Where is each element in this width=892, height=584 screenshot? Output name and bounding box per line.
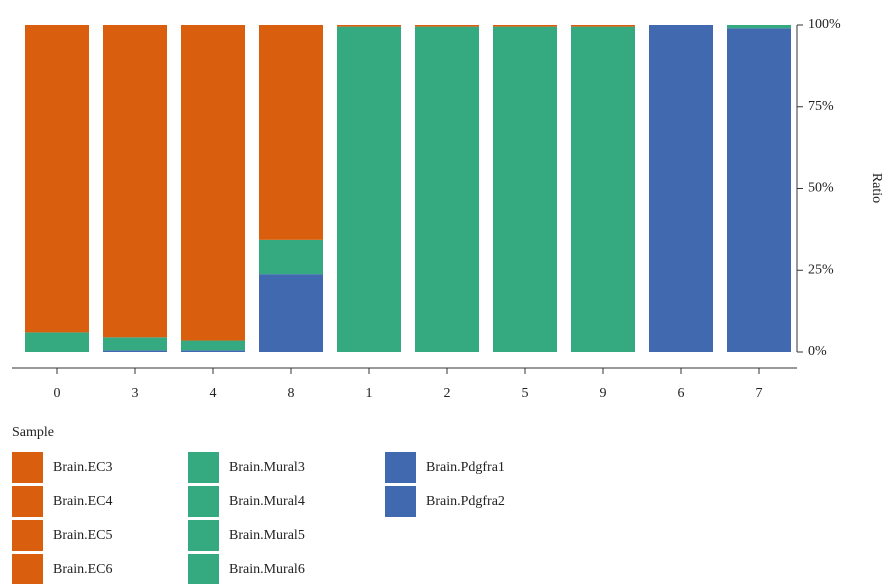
bar-segment: [415, 25, 479, 27]
bar-segment: [259, 25, 323, 240]
y-tick-label: 50%: [808, 181, 834, 196]
bar-segment: [493, 26, 557, 352]
legend-swatch: [12, 554, 43, 584]
legend-swatch: [188, 486, 219, 517]
legend-swatch: [188, 554, 219, 584]
legend-swatch: [12, 452, 43, 483]
legend-label: Brain.Mural3: [229, 460, 305, 475]
bar-segment: [181, 25, 245, 341]
legend-swatch: [12, 486, 43, 517]
bar-segment: [25, 25, 89, 333]
bar-segment: [727, 28, 791, 353]
bar-segment: [103, 350, 167, 352]
legend-swatch: [188, 520, 219, 551]
bar-segment: [337, 25, 401, 27]
legend-swatch: [12, 520, 43, 551]
bar-segment: [25, 332, 89, 352]
bar-segment: [181, 350, 245, 352]
bar-segment: [337, 26, 401, 352]
y-tick-label: 25%: [808, 262, 834, 277]
bar-segment: [493, 25, 557, 27]
y-tick-label: 100%: [808, 17, 841, 32]
legend-swatch: [188, 452, 219, 483]
bar-segment: [103, 337, 167, 351]
legend-label: Brain.Mural4: [229, 494, 305, 509]
legend-label: Brain.Mural5: [229, 528, 305, 543]
x-tick-label: 7: [756, 386, 763, 401]
bar-segment: [727, 25, 791, 29]
bar-segment: [415, 26, 479, 352]
bar-segment: [649, 25, 713, 352]
legend-label: Brain.Pdgfra2: [426, 494, 505, 509]
legend-label: Brain.Pdgfra1: [426, 460, 505, 475]
bar-segment: [571, 26, 635, 352]
legend-label: Brain.Mural6: [229, 562, 305, 577]
bar-segment: [181, 340, 245, 351]
legend-label: Brain.EC3: [53, 460, 113, 475]
bar-segment: [259, 239, 323, 275]
y-tick-label: 0%: [808, 344, 827, 359]
legend-title: Sample: [12, 425, 54, 440]
legend-label: Brain.EC4: [53, 494, 113, 509]
x-tick-label: 1: [366, 386, 373, 401]
x-tick-label: 0: [54, 386, 61, 401]
bar-segment: [259, 274, 323, 352]
legend-label: Brain.EC5: [53, 528, 113, 543]
x-tick-label: 3: [132, 386, 139, 401]
x-tick-label: 4: [210, 386, 217, 401]
legend-swatch: [385, 486, 416, 517]
x-tick-label: 6: [678, 386, 685, 401]
x-tick-label: 5: [522, 386, 529, 401]
x-tick-label: 2: [444, 386, 451, 401]
x-tick-label: 9: [600, 386, 607, 401]
bar-segment: [103, 25, 167, 338]
bar-segment: [571, 25, 635, 27]
legend-label: Brain.EC6: [53, 562, 113, 577]
legend-swatch: [385, 452, 416, 483]
x-tick-label: 8: [288, 386, 295, 401]
y-tick-label: 75%: [808, 99, 834, 114]
y-axis-label: Ratio: [869, 173, 884, 203]
